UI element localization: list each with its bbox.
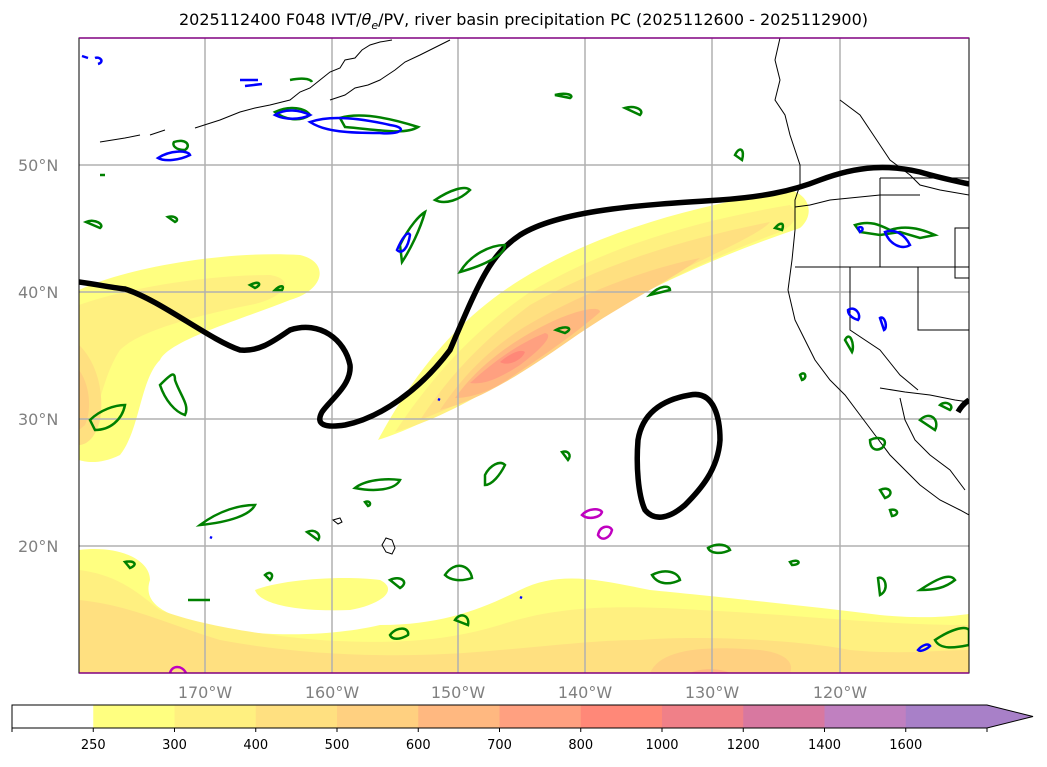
- colorbar-tick-label: 1200: [726, 738, 760, 753]
- colorbar-segment: [824, 705, 907, 728]
- colorbar-segment: [743, 705, 825, 728]
- colorbar-outline: [11, 704, 1034, 729]
- colorbar-segment: [662, 705, 744, 728]
- colorbar-tick-label: 400: [243, 738, 269, 753]
- colorbar-segment: [580, 705, 663, 728]
- colorbar-tick-label: 500: [324, 738, 350, 753]
- ivt-shading-river: [378, 190, 809, 440]
- colorbar-segment: [905, 705, 1033, 728]
- lon-label-140w: 140°W: [557, 683, 613, 702]
- colorbar-segment: [337, 705, 419, 728]
- lat-label-20n: 20°N: [18, 537, 59, 556]
- colorbar-tick-label: 250: [80, 738, 106, 753]
- ivt-shading-west: [79, 254, 320, 463]
- colorbar-tick-label: 800: [568, 738, 594, 753]
- colorbar-segment: [255, 705, 338, 728]
- colorbar-segment: [499, 705, 582, 728]
- theta-e-contours-blue: [81, 54, 932, 653]
- colorbar-tick-label: 700: [487, 738, 512, 753]
- lon-label-160w: 160°W: [304, 683, 360, 702]
- pv-contour: [79, 164, 969, 520]
- colorbar-tick-label: 1000: [645, 738, 679, 753]
- lon-label-170w: 170°W: [177, 683, 233, 702]
- coastlines: [99, 38, 969, 555]
- ivt-shading-south: [79, 549, 969, 673]
- lon-label-150w: 150°W: [430, 683, 486, 702]
- colorbar-tick-label: 600: [405, 738, 431, 753]
- lon-label-120w: 120°W: [812, 683, 868, 702]
- theta-e-contours-magenta: [168, 508, 614, 673]
- colorbar-tick-label: 1600: [889, 738, 923, 753]
- colorbar-segment: [93, 705, 175, 728]
- colorbar-segment: [12, 705, 94, 728]
- gridlines: [79, 38, 969, 673]
- colorbar-segment: [418, 705, 500, 728]
- theta-e-contours-green: [82, 77, 969, 649]
- colorbar-segment: [174, 705, 257, 728]
- lat-label-40n: 40°N: [18, 283, 59, 302]
- lat-label-30n: 30°N: [18, 410, 59, 429]
- colorbar-tick-label: 300: [162, 738, 187, 753]
- figure-title: 2025112400 F048 IVT/θe/PV, river basin p…: [178, 10, 869, 33]
- colorbar-tick-label: 1400: [807, 738, 842, 753]
- lon-label-130w: 130°W: [684, 683, 740, 702]
- lat-label-50n: 50°N: [18, 156, 59, 175]
- colorbar: [11, 704, 1034, 732]
